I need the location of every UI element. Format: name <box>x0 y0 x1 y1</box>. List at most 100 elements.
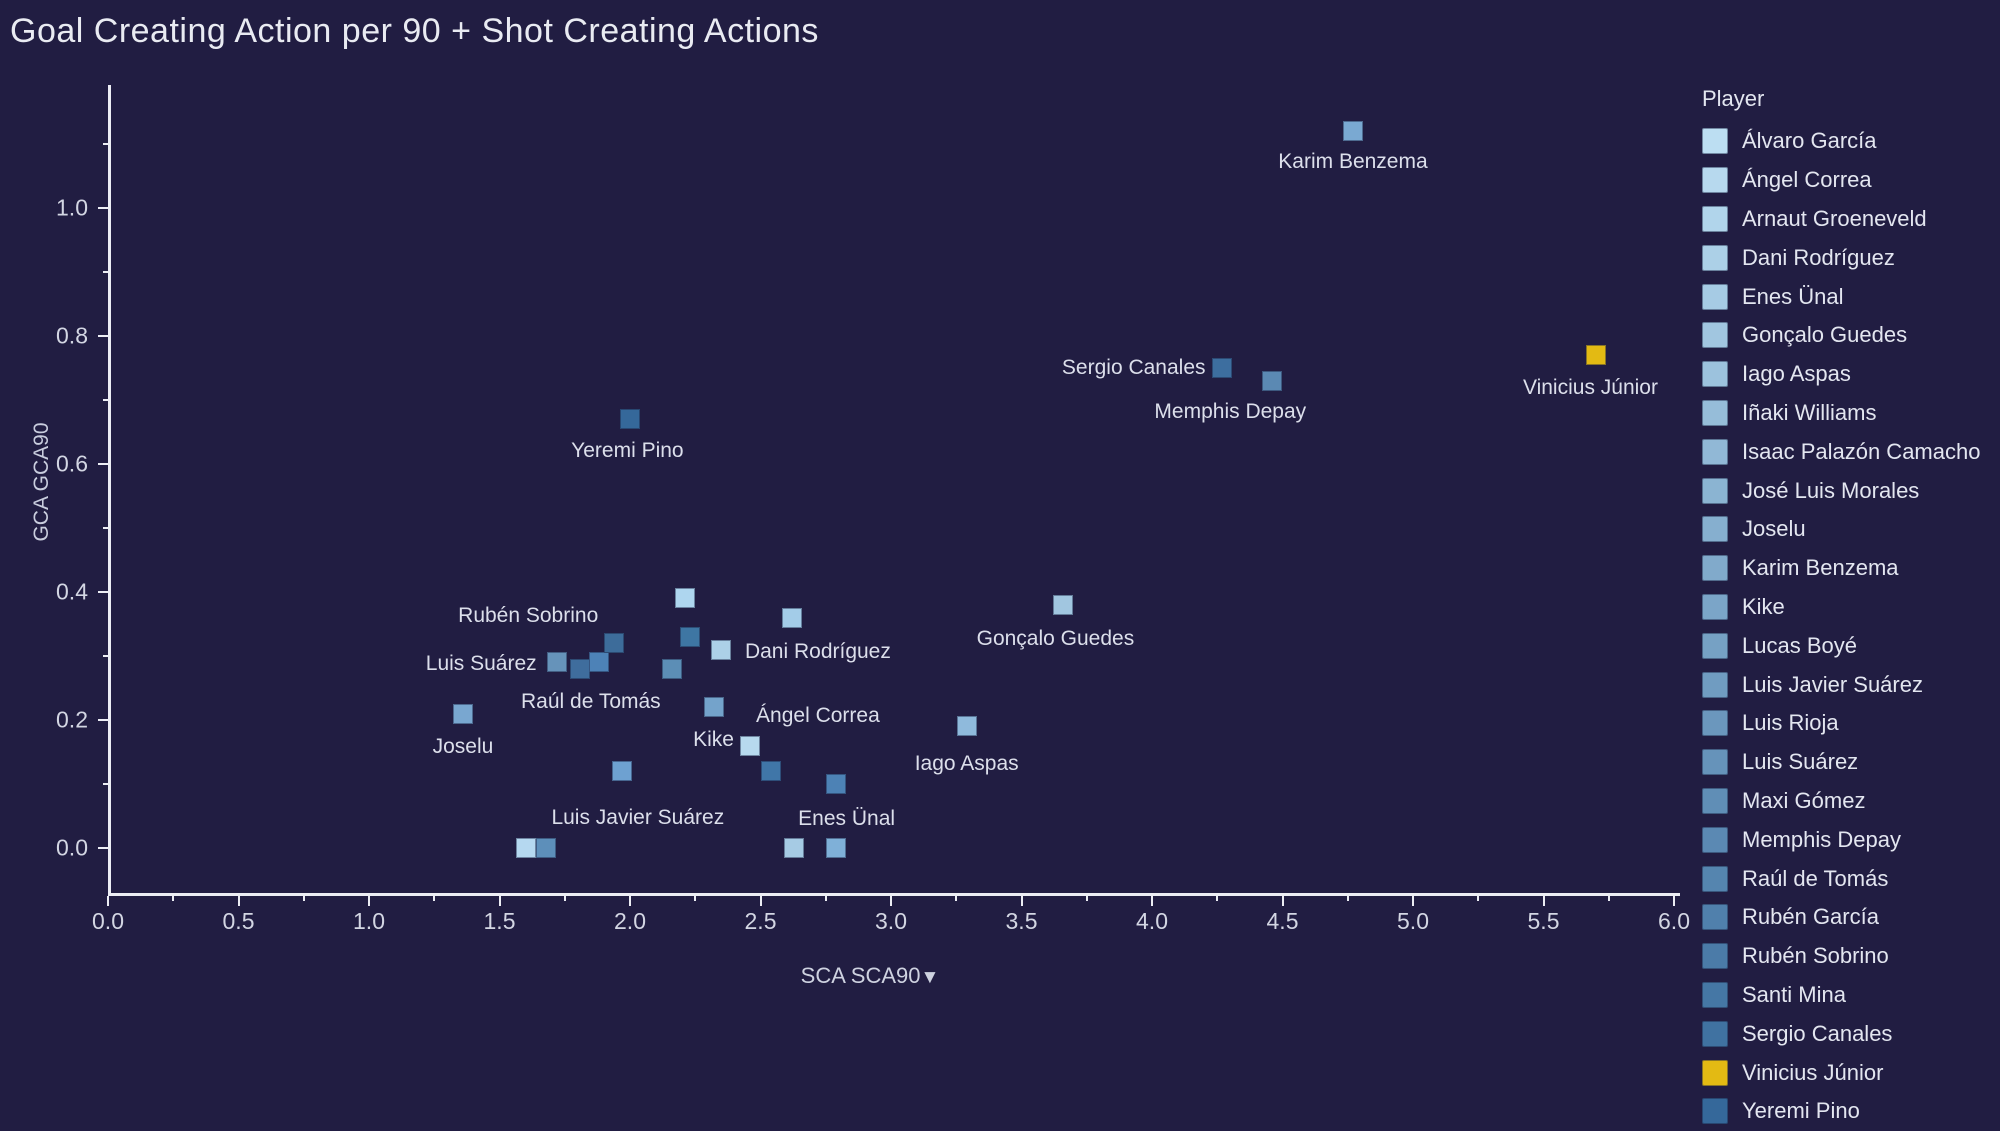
legend-swatch <box>1702 865 1728 892</box>
data-point[interactable] <box>711 639 732 660</box>
legend-item[interactable]: Karim Benzema <box>1702 549 1998 588</box>
legend-item[interactable]: Dani Rodríguez <box>1702 238 1998 277</box>
legend-swatch <box>1702 671 1728 698</box>
legend-item[interactable]: Isaac Palazón Camacho <box>1702 432 1998 471</box>
legend-swatch <box>1702 826 1728 853</box>
data-point[interactable] <box>826 774 847 794</box>
data-point[interactable] <box>612 761 633 782</box>
legend-item-label: Joselu <box>1742 516 1806 542</box>
data-point[interactable] <box>1212 358 1233 378</box>
data-point[interactable] <box>703 697 724 718</box>
legend-item[interactable]: Iñaki Williams <box>1702 394 1998 433</box>
x-axis-tick-label: 5.5 <box>1527 908 1560 934</box>
sort-descending-icon[interactable]: ▼ <box>920 967 940 988</box>
legend-swatch <box>1702 555 1728 582</box>
data-point-label: Yeremi Pino <box>571 439 684 463</box>
y-axis-tick-label: 0.4 <box>56 578 88 605</box>
y-axis-major-tick <box>98 207 108 209</box>
y-axis-minor-tick <box>103 783 108 785</box>
data-point[interactable] <box>570 658 591 679</box>
legend-item-label: Yeremi Pino <box>1742 1098 1860 1124</box>
data-point[interactable] <box>452 703 473 724</box>
legend-item[interactable]: Luis Suárez <box>1702 743 1998 782</box>
legend-swatch <box>1702 167 1728 194</box>
data-point[interactable] <box>1262 370 1283 391</box>
legend-item[interactable]: Vinicius Júnior <box>1702 1053 1998 1092</box>
legend-item[interactable]: Sergio Canales <box>1702 1014 1998 1053</box>
legend-item-label: Vinicius Júnior <box>1742 1059 1884 1085</box>
legend-item[interactable]: José Luis Morales <box>1702 471 1998 510</box>
legend-item-label: Luis Javier Suárez <box>1742 671 1923 697</box>
data-point-label: Memphis Depay <box>1154 399 1307 423</box>
data-point[interactable] <box>781 607 802 628</box>
data-point[interactable] <box>620 409 640 430</box>
data-point[interactable] <box>784 838 805 858</box>
legend-item[interactable]: Ángel Correa <box>1702 161 1998 200</box>
legend-swatch <box>1702 399 1728 426</box>
legend-item-label: Iago Aspas <box>1742 361 1851 387</box>
x-axis-minor-tick <box>955 896 958 901</box>
legend-item[interactable]: Memphis Depay <box>1702 820 1998 859</box>
data-point-label: Kike <box>693 728 734 752</box>
legend-swatch <box>1702 283 1728 310</box>
legend-item[interactable]: Santi Mina <box>1702 976 1998 1015</box>
x-axis-title[interactable]: SCA SCA90▼ <box>801 963 940 989</box>
data-point[interactable] <box>588 652 609 673</box>
legend-item-label: Luis Rioja <box>1742 710 1839 736</box>
data-point[interactable] <box>956 716 977 737</box>
legend-item[interactable]: Enes Ünal <box>1702 277 1998 316</box>
x-axis-tick-label: 3.0 <box>875 908 907 934</box>
x-axis-minor-tick <box>694 896 697 901</box>
data-point[interactable] <box>760 761 781 782</box>
legend-item[interactable]: Yeremi Pino <box>1702 1092 1998 1131</box>
legend-item[interactable]: Iago Aspas <box>1702 355 1998 394</box>
y-axis-minor-tick <box>103 399 108 401</box>
legend-item[interactable]: Luis Rioja <box>1702 704 1998 743</box>
data-point[interactable] <box>826 838 847 858</box>
legend-item[interactable]: Rubén Sobrino <box>1702 937 1998 976</box>
legend-swatch <box>1702 787 1728 814</box>
legend-swatch <box>1702 438 1728 465</box>
data-point[interactable] <box>661 658 682 679</box>
data-point[interactable] <box>546 652 567 673</box>
data-point[interactable] <box>1585 345 1606 366</box>
data-point[interactable] <box>604 633 625 654</box>
data-point[interactable] <box>680 626 701 647</box>
legend-item[interactable]: Luis Javier Suárez <box>1702 665 1998 704</box>
legend-swatch <box>1702 1098 1728 1125</box>
data-point[interactable] <box>1053 594 1074 615</box>
x-axis-major-tick <box>498 896 501 906</box>
x-axis-minor-tick <box>1607 896 1610 901</box>
x-axis-tick-label: 6.0 <box>1658 908 1690 934</box>
x-axis-major-tick <box>1412 896 1414 906</box>
y-axis-minor-tick <box>103 271 108 273</box>
legend-item[interactable]: Raúl de Tomás <box>1702 859 1998 898</box>
data-point[interactable] <box>536 838 557 858</box>
legend-item-label: Rubén Sobrino <box>1742 943 1889 969</box>
legend-swatch <box>1702 128 1728 155</box>
data-point[interactable] <box>515 838 536 858</box>
legend-item-label: Ángel Correa <box>1742 167 1872 193</box>
data-point[interactable] <box>674 588 695 609</box>
x-axis-minor-tick <box>563 896 566 901</box>
x-axis-minor-tick <box>1085 896 1088 901</box>
y-axis-minor-tick <box>103 143 108 145</box>
legend-item-label: Enes Ünal <box>1742 283 1844 309</box>
data-point[interactable] <box>740 735 761 756</box>
legend-item[interactable]: Gonçalo Guedes <box>1702 316 1998 355</box>
x-axis-major-tick <box>368 896 370 906</box>
legend-item[interactable]: Rubén García <box>1702 898 1998 937</box>
legend-item[interactable]: Álvaro García <box>1702 122 1998 161</box>
legend-item[interactable]: Lucas Boyé <box>1702 626 1998 665</box>
x-axis-tick-label: 2.0 <box>614 908 646 934</box>
data-point-label: Gonçalo Guedes <box>976 626 1135 650</box>
legend-swatch <box>1702 477 1728 504</box>
data-point[interactable] <box>1342 121 1363 142</box>
data-point-label: Rubén Sobrino <box>458 603 599 627</box>
legend-item-label: Gonçalo Guedes <box>1742 322 1908 348</box>
legend-item[interactable]: Joselu <box>1702 510 1998 549</box>
legend-item[interactable]: Arnaut Groeneveld <box>1702 200 1998 239</box>
legend-item[interactable]: Maxi Gómez <box>1702 782 1998 821</box>
legend-swatch <box>1702 749 1728 776</box>
legend-item[interactable]: Kike <box>1702 588 1998 627</box>
